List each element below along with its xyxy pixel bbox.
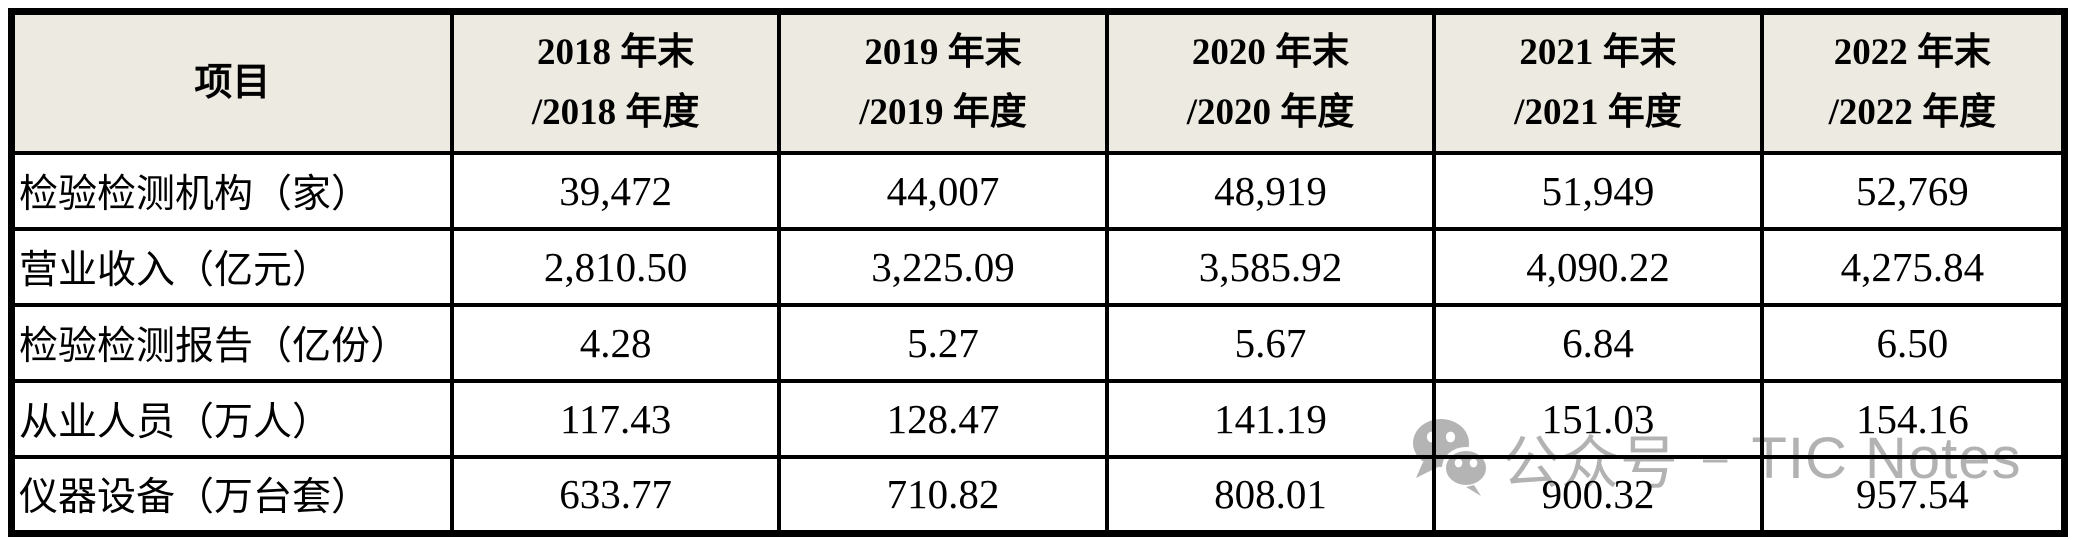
table-row-reports: 检验检测报告（亿份） 4.28 5.27 5.67 6.84 6.50 (9, 303, 2067, 383)
cell-value: 710.82 (777, 455, 1109, 535)
cell-value: 5.67 (1104, 303, 1437, 383)
cell-value: 4.28 (449, 303, 782, 383)
cell-value: 44,007 (777, 151, 1109, 231)
cell-value: 52,769 (1759, 151, 2067, 231)
header-year-line2: /2018 年度 (531, 92, 700, 133)
row-label: 检验检测机构（家） (9, 151, 454, 231)
cell-value: 151.03 (1432, 379, 1764, 459)
row-label: 检验检测报告（亿份） (9, 303, 454, 383)
header-col-2020: 2020 年末 /2020 年度 (1104, 9, 1437, 155)
header-row: 项目 2018 年末 /2018 年度 2019 年末 /2019 年度 202… (9, 9, 2067, 155)
header-year-line2: /2021 年度 (1514, 92, 1682, 133)
cell-value: 6.84 (1432, 303, 1764, 383)
cell-value: 4,275.84 (1759, 227, 2067, 307)
header-col-2019: 2019 年末 /2019 年度 (777, 9, 1109, 155)
header-year-line1: 2019 年末 (864, 32, 1022, 73)
header-col-2022: 2022 年末 /2022 年度 (1759, 9, 2067, 155)
table-row-employees: 从业人员（万人） 117.43 128.47 141.19 151.03 154… (9, 379, 2067, 459)
cell-value: 48,919 (1104, 151, 1437, 231)
table-row-institutions: 检验检测机构（家） 39,472 44,007 48,919 51,949 52… (9, 151, 2067, 231)
row-label: 仪器设备（万台套） (9, 455, 454, 535)
cell-value: 128.47 (777, 379, 1109, 459)
cell-value: 957.54 (1759, 455, 2067, 535)
header-col-2018: 2018 年末 /2018 年度 (449, 9, 782, 155)
header-year-line2: /2020 年度 (1186, 92, 1355, 133)
cell-value: 2,810.50 (449, 227, 782, 307)
inspection-industry-statistics-table: 项目 2018 年末 /2018 年度 2019 年末 /2019 年度 202… (8, 8, 2068, 537)
row-label: 营业收入（亿元） (9, 227, 454, 307)
header-year-line1: 2022 年末 (1833, 32, 1991, 73)
table-row-revenue: 营业收入（亿元） 2,810.50 3,225.09 3,585.92 4,09… (9, 227, 2067, 307)
cell-value: 6.50 (1759, 303, 2067, 383)
header-year-line2: /2019 年度 (859, 92, 1027, 133)
cell-value: 154.16 (1759, 379, 2067, 459)
header-year-line1: 2020 年末 (1191, 32, 1350, 73)
cell-value: 51,949 (1432, 151, 1764, 231)
cell-value: 4,090.22 (1432, 227, 1764, 307)
header-item-label: 项目 (9, 9, 454, 155)
header-year-line2: /2022 年度 (1828, 92, 1997, 133)
header-col-2021: 2021 年末 /2021 年度 (1432, 9, 1764, 155)
cell-value: 633.77 (449, 455, 782, 535)
cell-value: 3,585.92 (1104, 227, 1437, 307)
header-year-line1: 2021 年末 (1519, 32, 1677, 73)
row-label: 从业人员（万人） (9, 379, 454, 459)
cell-value: 808.01 (1104, 455, 1437, 535)
cell-value: 141.19 (1104, 379, 1437, 459)
cell-value: 117.43 (449, 379, 782, 459)
cell-value: 5.27 (777, 303, 1109, 383)
cell-value: 3,225.09 (777, 227, 1109, 307)
cell-value: 39,472 (449, 151, 782, 231)
cell-value: 900.32 (1432, 455, 1764, 535)
header-year-line1: 2018 年末 (536, 32, 695, 73)
table-row-equipment: 仪器设备（万台套） 633.77 710.82 808.01 900.32 95… (9, 455, 2067, 535)
